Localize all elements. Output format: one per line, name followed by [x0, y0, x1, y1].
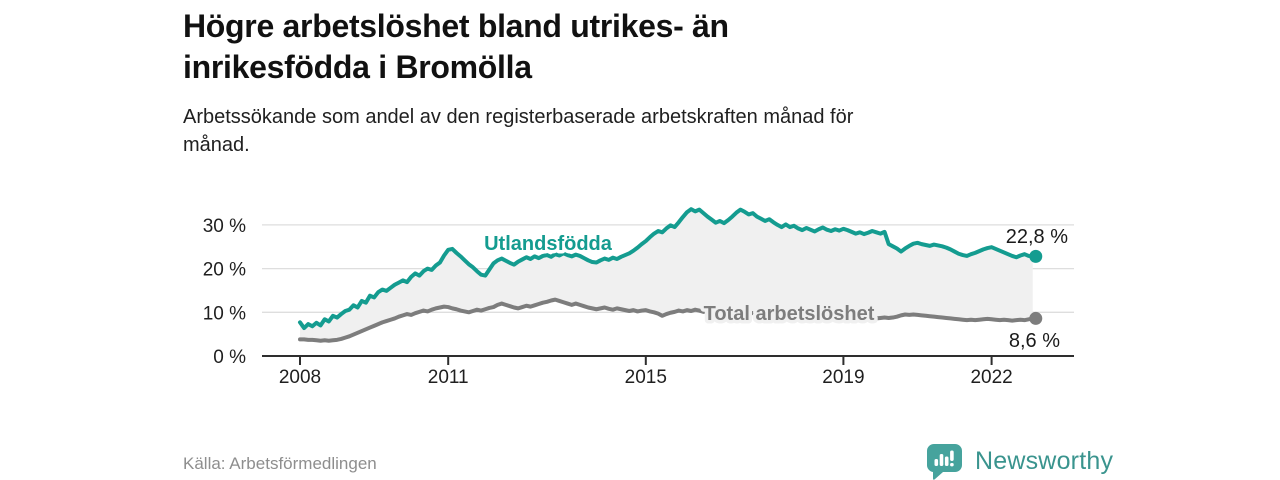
chart-subtitle: Arbetssökande som andel av den registerb…: [183, 103, 853, 159]
bar-short: [934, 459, 939, 466]
utlandsfodda-series-label: Utlandsfödda: [484, 233, 613, 255]
title-line-2: inrikesfödda i Bromölla: [183, 49, 532, 85]
exclamation-bar: [950, 450, 954, 461]
subtitle-line-2: månad.: [183, 134, 250, 156]
page-title: Högre arbetslöshet bland utrikes- än inr…: [183, 6, 729, 88]
x-tick-label-2011: 2011: [428, 367, 469, 388]
total-arbetsloshet-end-value: 8,6 %: [1009, 330, 1060, 352]
bar-medium: [944, 456, 949, 466]
total-arbetsloshet-end-dot: [1029, 311, 1043, 325]
total-arbetsloshet-series-label: Total arbetslöshet: [704, 303, 875, 325]
y-tick-label-0: 0 %: [213, 347, 246, 368]
source-attribution: Källa: Arbetsförmedlingen: [183, 454, 377, 473]
y-tick-label-10: 10 %: [203, 303, 246, 324]
y-tick-label-30: 30 %: [203, 216, 246, 237]
subtitle-line-1: Arbetssökande som andel av den registerb…: [183, 106, 854, 128]
x-tick-label-2008: 2008: [279, 367, 321, 388]
x-tick-label-2022: 2022: [970, 367, 1012, 388]
y-tick-label-20: 20 %: [203, 260, 246, 281]
utlandsfodda-end-value: 22,8 %: [1006, 226, 1068, 248]
newsworthy-logo: Newsworthy: [926, 443, 1113, 480]
utlandsfodda-end-dot: [1029, 249, 1043, 263]
x-tick-label-2015: 2015: [625, 367, 667, 388]
utlandsfodda-line: [298, 207, 1035, 331]
speech-bubble-bar-chart-icon: [926, 444, 962, 480]
title-line-1: Högre arbetslöshet bland utrikes- än: [183, 8, 729, 44]
x-tick-label-2019: 2019: [822, 367, 864, 388]
newsworthy-wordmark: Newsworthy: [975, 447, 1114, 475]
total-arbetsloshet-line: [298, 297, 1035, 343]
exclamation-dot: [950, 463, 954, 467]
bar-tall: [939, 454, 944, 466]
bubble-shape: [926, 444, 962, 480]
